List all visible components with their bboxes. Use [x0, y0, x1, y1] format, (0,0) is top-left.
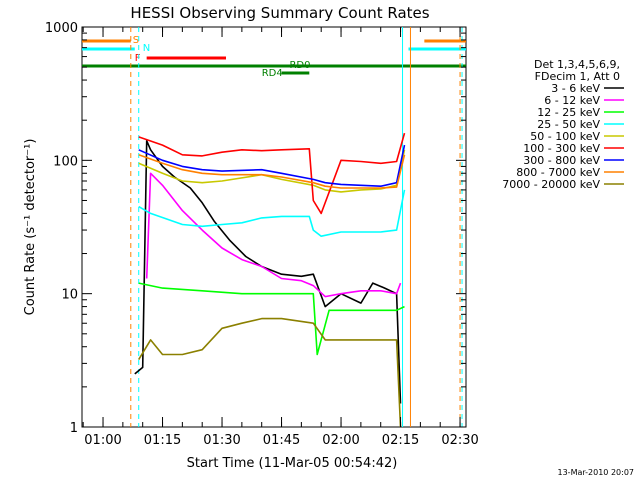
series-line: [138, 149, 406, 193]
legend-header: FDecim 1, Att 0: [535, 70, 620, 83]
x-tick-label: 01:00: [84, 433, 121, 448]
legend-entry-label: 6 - 12 keV: [544, 94, 600, 107]
plot-frame: [81, 26, 467, 428]
series-lines: [134, 132, 406, 428]
legend-entry-label: 12 - 25 keV: [537, 106, 600, 119]
x-tick-label: 02:15: [382, 433, 419, 448]
series-line: [138, 144, 406, 187]
flag-bars: SNF RD0 RD4: [82, 35, 466, 79]
legend-entry-label: 800 - 7000 keV: [516, 166, 600, 179]
legend: Det 1,3,4,5,6,9,FDecim 1, Att 03 - 6 keV…: [502, 58, 624, 191]
series-line: [138, 282, 405, 356]
y-tick-label: 1000: [45, 21, 78, 36]
legend-entry-label: 300 - 800 keV: [523, 154, 600, 167]
chart-title: HESSI Observing Summary Count Rates: [130, 4, 429, 22]
rd0-flag-label: RD0: [289, 60, 310, 71]
flare-flag-label: F: [135, 53, 141, 64]
legend-entry-label: 50 - 100 keV: [530, 130, 600, 143]
footer-date: 13-Mar-2010 20:07: [558, 468, 635, 477]
y-axis-label: Count Rate (s⁻¹ detector⁻¹): [23, 139, 38, 316]
legend-entry-label: 100 - 300 keV: [523, 142, 600, 155]
y-tick-label: 100: [53, 154, 78, 169]
y-tick-label: 10: [61, 288, 78, 303]
x-tick-label: 01:15: [144, 433, 181, 448]
x-axis-label: Start Time (11-Mar-05 00:54:42): [187, 456, 398, 471]
legend-entry-label: 7000 - 20000 keV: [502, 178, 600, 191]
legend-header: Det 1,3,4,5,6,9,: [534, 58, 620, 71]
series-line: [138, 154, 406, 189]
night-flag-label: N: [143, 43, 150, 54]
series-line: [138, 132, 406, 215]
x-tick-label: 02:00: [322, 433, 359, 448]
event-lines: [130, 27, 463, 427]
series-line: [134, 140, 402, 404]
axes: 1 10 100 1000 01:00 01:15 01:30 01:45 02:00 02:15…: [45, 21, 479, 448]
legend-entry-label: 25 - 50 keV: [537, 118, 600, 131]
series-line: [138, 189, 406, 237]
y-tick-label: 1: [70, 421, 78, 436]
rd4-flag-label: RD4: [262, 68, 283, 79]
series-line: [138, 317, 402, 428]
legend-entry-label: 3 - 6 keV: [551, 82, 600, 95]
series-line: [145, 172, 402, 298]
x-tick-label: 01:45: [263, 433, 300, 448]
saa-flag-label: S: [133, 35, 139, 46]
x-tick-label: 01:30: [203, 433, 240, 448]
x-tick-label: 02:30: [441, 433, 478, 448]
